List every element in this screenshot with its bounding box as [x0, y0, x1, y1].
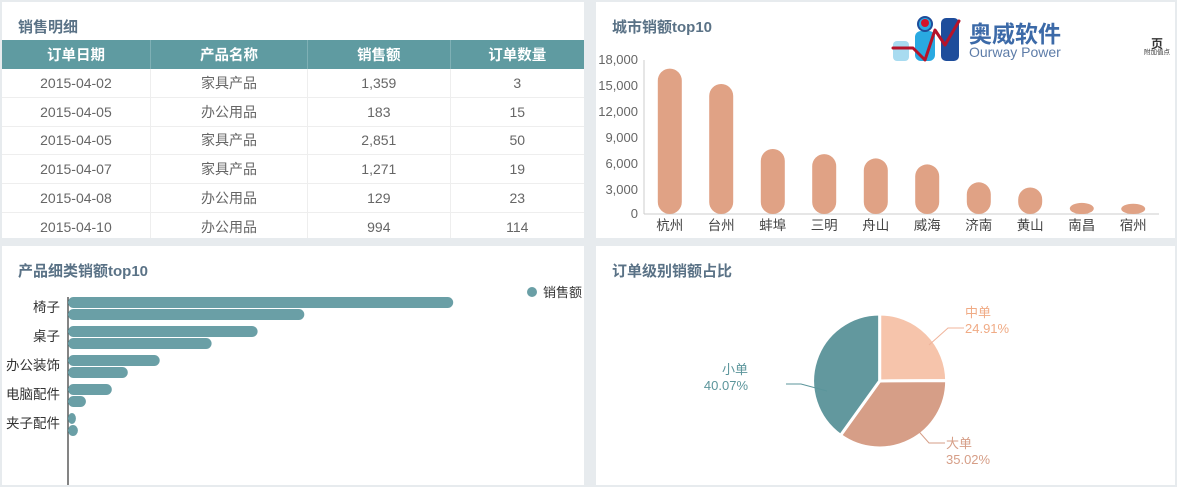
svg-text:夹子配件: 夹子配件: [6, 416, 60, 431]
svg-text:椅子: 椅子: [33, 300, 60, 315]
svg-text:电脑配件: 电脑配件: [6, 387, 60, 402]
svg-text:15,000: 15,000: [598, 78, 638, 93]
svg-text:舟山: 舟山: [862, 218, 889, 233]
svg-text:9,000: 9,000: [605, 130, 638, 145]
svg-text:办公装饰: 办公装饰: [6, 358, 60, 373]
svg-text:3,000: 3,000: [605, 182, 638, 197]
svg-text:大单: 大单: [946, 436, 972, 451]
svg-text:三明: 三明: [811, 218, 838, 233]
svg-text:黄山: 黄山: [1017, 218, 1044, 233]
svg-text:桌子: 桌子: [33, 329, 60, 344]
svg-text:威海: 威海: [914, 218, 941, 233]
svg-text:杭州: 杭州: [656, 218, 683, 233]
svg-text:南昌: 南昌: [1068, 218, 1095, 233]
svg-text:蚌埠: 蚌埠: [759, 218, 786, 233]
svg-text:6,000: 6,000: [605, 156, 638, 171]
svg-text:宿州: 宿州: [1120, 217, 1147, 233]
svg-text:24.91%: 24.91%: [965, 321, 1010, 336]
svg-text:济南: 济南: [965, 218, 992, 233]
svg-text:小单: 小单: [722, 362, 748, 377]
svg-text:0: 0: [631, 206, 638, 221]
svg-text:18,000: 18,000: [598, 52, 638, 67]
svg-text:12,000: 12,000: [598, 104, 638, 119]
svg-text:中单: 中单: [965, 305, 991, 320]
svg-text:35.02%: 35.02%: [946, 452, 991, 467]
svg-text:40.07%: 40.07%: [704, 378, 749, 393]
svg-text:台州: 台州: [708, 218, 735, 233]
